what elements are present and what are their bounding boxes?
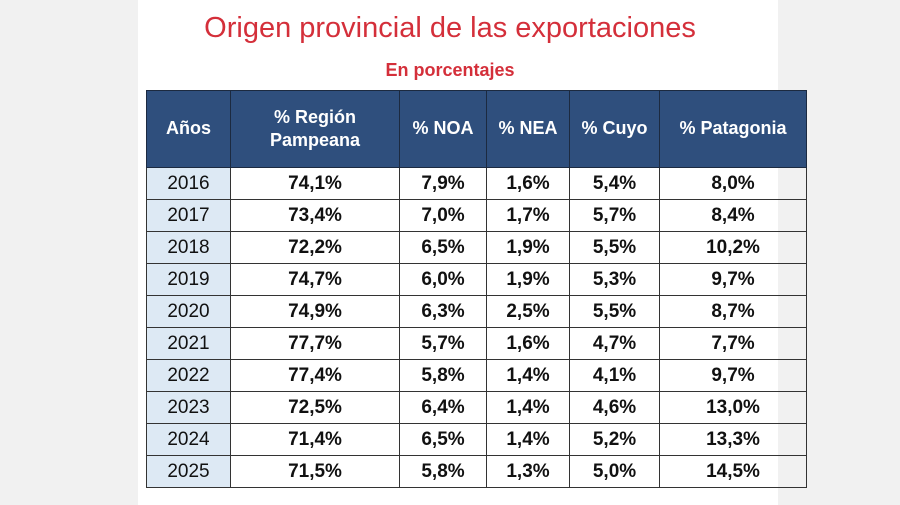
year-cell: 2023 (146, 391, 231, 424)
value-cell: 6,0% (399, 263, 487, 296)
value-cell: 8,0% (659, 167, 807, 200)
value-cell: 5,7% (399, 327, 487, 360)
table-row: 2023 72,5% 6,4% 1,4% 4,6% 13,0% (146, 391, 807, 424)
value-cell: 5,8% (399, 359, 487, 392)
value-cell: 6,5% (399, 423, 487, 456)
year-cell: 2024 (146, 423, 231, 456)
value-cell: 6,3% (399, 295, 487, 328)
table-row: 2022 77,4% 5,8% 1,4% 4,1% 9,7% (146, 359, 807, 392)
value-cell: 72,2% (230, 231, 400, 264)
column-header: % Patagonia (659, 90, 807, 168)
value-cell: 1,3% (486, 455, 570, 488)
value-cell: 77,7% (230, 327, 400, 360)
value-cell: 1,6% (486, 327, 570, 360)
value-cell: 5,0% (569, 455, 660, 488)
value-cell: 1,4% (486, 359, 570, 392)
value-cell: 13,3% (659, 423, 807, 456)
value-cell: 77,4% (230, 359, 400, 392)
value-cell: 6,4% (399, 391, 487, 424)
table-row: 2016 74,1% 7,9% 1,6% 5,4% 8,0% (146, 167, 807, 200)
year-cell: 2017 (146, 199, 231, 232)
table-row: 2024 71,4% 6,5% 1,4% 5,2% 13,3% (146, 423, 807, 456)
value-cell: 8,7% (659, 295, 807, 328)
value-cell: 1,4% (486, 391, 570, 424)
table-row: 2025 71,5% 5,8% 1,3% 5,0% 14,5% (146, 455, 807, 488)
value-cell: 74,9% (230, 295, 400, 328)
value-cell: 14,5% (659, 455, 807, 488)
value-cell: 7,0% (399, 199, 487, 232)
year-cell: 2016 (146, 167, 231, 200)
table-row: 2018 72,2% 6,5% 1,9% 5,5% 10,2% (146, 231, 807, 264)
year-cell: 2022 (146, 359, 231, 392)
value-cell: 1,9% (486, 263, 570, 296)
value-cell: 6,5% (399, 231, 487, 264)
table-row: 2020 74,9% 6,3% 2,5% 5,5% 8,7% (146, 295, 807, 328)
column-header: % NEA (486, 90, 570, 168)
value-cell: 2,5% (486, 295, 570, 328)
header-row: Años% Región Pampeana% NOA% NEA% Cuyo% P… (146, 90, 807, 168)
value-cell: 1,7% (486, 199, 570, 232)
table-row: 2019 74,7% 6,0% 1,9% 5,3% 9,7% (146, 263, 807, 296)
value-cell: 9,7% (659, 359, 807, 392)
value-cell: 74,7% (230, 263, 400, 296)
year-cell: 2025 (146, 455, 231, 488)
value-cell: 10,2% (659, 231, 807, 264)
value-cell: 4,7% (569, 327, 660, 360)
column-header: Años (146, 90, 231, 168)
chart-subtitle: En porcentajes (385, 60, 515, 80)
value-cell: 13,0% (659, 391, 807, 424)
value-cell: 5,5% (569, 295, 660, 328)
column-header: % Cuyo (569, 90, 660, 168)
value-cell: 5,5% (569, 231, 660, 264)
value-cell: 5,8% (399, 455, 487, 488)
value-cell: 7,7% (659, 327, 807, 360)
value-cell: 74,1% (230, 167, 400, 200)
year-cell: 2018 (146, 231, 231, 264)
column-header: % NOA (399, 90, 487, 168)
value-cell: 1,6% (486, 167, 570, 200)
table-row: 2021 77,7% 5,7% 1,6% 4,7% 7,7% (146, 327, 807, 360)
year-cell: 2021 (146, 327, 231, 360)
table-body: 2016 74,1% 7,9% 1,6% 5,4% 8,0% 2017 73,4% 7,0% 1,… (146, 167, 807, 488)
value-cell: 4,1% (569, 359, 660, 392)
value-cell: 5,7% (569, 199, 660, 232)
value-cell: 9,7% (659, 263, 807, 296)
value-cell: 5,4% (569, 167, 660, 200)
value-cell: 1,4% (486, 423, 570, 456)
value-cell: 5,2% (569, 423, 660, 456)
chart-title: Origen provincial de las exportaciones (204, 12, 696, 44)
value-cell: 71,4% (230, 423, 400, 456)
value-cell: 8,4% (659, 199, 807, 232)
value-cell: 5,3% (569, 263, 660, 296)
year-cell: 2020 (146, 295, 231, 328)
value-cell: 1,9% (486, 231, 570, 264)
column-header: % Región Pampeana (230, 90, 400, 168)
value-cell: 71,5% (230, 455, 400, 488)
value-cell: 4,6% (569, 391, 660, 424)
year-cell: 2019 (146, 263, 231, 296)
value-cell: 72,5% (230, 391, 400, 424)
table-row: 2017 73,4% 7,0% 1,7% 5,7% 8,4% (146, 199, 807, 232)
value-cell: 73,4% (230, 199, 400, 232)
value-cell: 7,9% (399, 167, 487, 200)
exports-table: Años% Región Pampeana% NOA% NEA% Cuyo% P… (146, 90, 807, 488)
